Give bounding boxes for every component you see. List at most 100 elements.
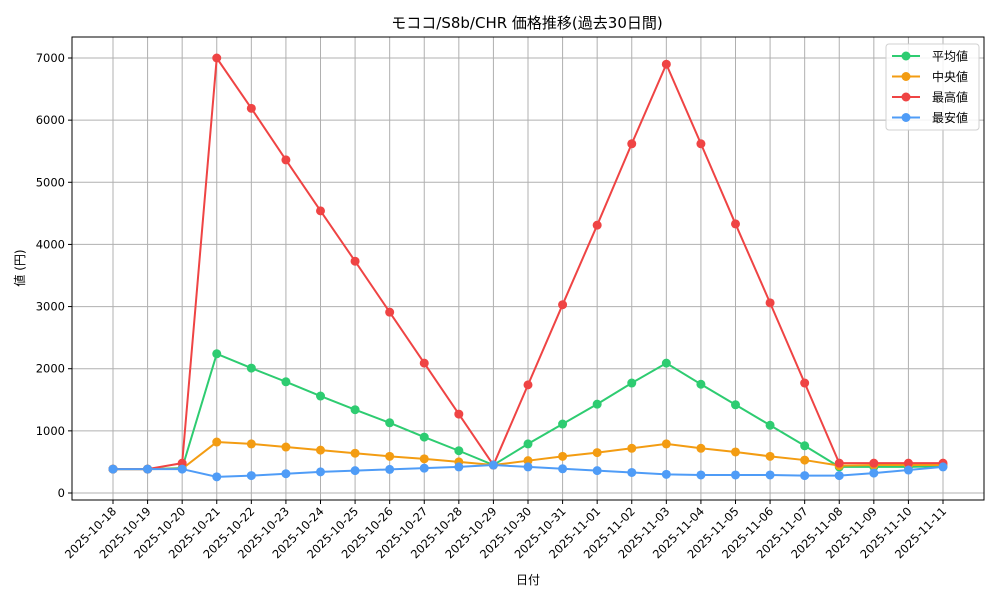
- data-point-marker: [108, 464, 118, 474]
- data-point-marker: [903, 458, 913, 468]
- data-point-marker: [558, 419, 568, 429]
- data-point-marker: [281, 377, 291, 387]
- data-point-marker: [246, 103, 256, 113]
- data-point-marker: [281, 442, 291, 452]
- y-tick-label: 5000: [36, 175, 65, 189]
- data-point-marker: [212, 349, 222, 359]
- data-point-marker: [661, 469, 671, 479]
- data-point-marker: [731, 400, 740, 410]
- legend-label: 最高値: [932, 90, 968, 105]
- data-point-marker: [488, 460, 498, 470]
- data-point-marker: [661, 59, 671, 69]
- data-point-marker: [592, 399, 602, 409]
- data-point-marker: [765, 298, 775, 308]
- data-point-marker: [212, 53, 222, 63]
- legend-label: 中央値: [932, 69, 968, 84]
- data-point-marker: [627, 467, 637, 477]
- data-point-marker: [800, 455, 810, 465]
- data-point-marker: [385, 464, 395, 474]
- data-point-marker: [800, 378, 810, 388]
- data-point-marker: [731, 470, 740, 480]
- data-point-marker: [696, 379, 706, 389]
- data-point-marker: [731, 447, 740, 457]
- data-point-marker: [627, 443, 637, 453]
- y-tick-label: 2000: [36, 362, 65, 376]
- data-point-marker: [627, 378, 637, 388]
- data-point-marker: [316, 445, 325, 455]
- data-point-marker: [765, 451, 775, 461]
- legend-item: 最安値: [892, 110, 968, 125]
- data-point-marker: [419, 358, 429, 368]
- y-axis: 0 1000 2000 3000 4000 5000 6000 7000: [36, 51, 72, 500]
- data-point-marker: [661, 439, 671, 449]
- data-point-marker: [558, 300, 568, 310]
- legend-marker-icon: [901, 92, 911, 102]
- data-point-marker: [419, 432, 429, 442]
- series-line: [108, 460, 948, 482]
- data-point-marker: [246, 471, 256, 481]
- y-tick-label: 0: [58, 486, 65, 500]
- grid-lines: [72, 37, 984, 500]
- data-point-marker: [212, 472, 222, 482]
- data-point-marker: [212, 437, 222, 447]
- data-point-marker: [419, 454, 429, 464]
- chart-title: モココ/S8b/CHR 価格推移(過去30日間): [391, 14, 662, 32]
- data-point-marker: [454, 462, 464, 472]
- legend-box: [885, 43, 980, 131]
- data-point-marker: [558, 451, 568, 461]
- data-point-marker: [592, 448, 602, 458]
- data-point-marker: [834, 471, 844, 481]
- data-point-marker: [869, 458, 879, 468]
- data-point-marker: [385, 418, 395, 428]
- data-point-marker: [419, 463, 429, 473]
- legend-marker-icon: [901, 72, 911, 81]
- data-point-marker: [316, 206, 325, 216]
- data-point-marker: [385, 451, 395, 461]
- data-point-marker: [316, 391, 325, 401]
- data-point-marker: [696, 470, 706, 480]
- data-point-marker: [523, 380, 533, 390]
- data-point-marker: [765, 420, 775, 430]
- data-point-marker: [800, 441, 810, 451]
- y-tick-label: 3000: [36, 300, 65, 314]
- data-point-marker: [246, 363, 256, 373]
- legend-label: 平均値: [932, 49, 968, 64]
- data-point-marker: [869, 468, 879, 478]
- data-point-marker: [765, 470, 775, 480]
- legend-marker-icon: [901, 51, 911, 61]
- data-point-marker: [661, 358, 671, 368]
- data-point-marker: [281, 469, 291, 479]
- data-point-marker: [938, 462, 948, 472]
- x-axis-label: 日付: [516, 573, 540, 587]
- data-point-marker: [558, 464, 568, 474]
- legend-item: 中央値: [892, 69, 968, 84]
- data-point-marker: [627, 139, 637, 149]
- data-point-marker: [696, 139, 706, 149]
- data-point-marker: [731, 219, 740, 229]
- data-point-marker: [592, 220, 602, 230]
- data-point-marker: [834, 458, 844, 468]
- data-point-marker: [385, 307, 395, 317]
- data-point-marker: [523, 439, 533, 449]
- series-layer: [108, 53, 948, 482]
- data-point-marker: [350, 405, 360, 415]
- y-tick-label: 1000: [36, 424, 65, 438]
- x-axis: 2025-10-182025-10-192025-10-202025-10-21…: [62, 500, 949, 561]
- data-point-marker: [592, 466, 602, 476]
- data-point-marker: [903, 465, 913, 475]
- legend-item: 最高値: [892, 90, 968, 105]
- y-tick-label: 7000: [36, 51, 65, 65]
- legend-marker-icon: [901, 113, 911, 122]
- data-point-marker: [316, 467, 325, 477]
- data-point-marker: [800, 471, 810, 481]
- data-point-marker: [454, 409, 464, 419]
- legend-item: 平均値: [892, 49, 968, 64]
- data-point-marker: [350, 256, 360, 266]
- y-tick-label: 4000: [36, 237, 65, 251]
- data-point-marker: [143, 464, 153, 474]
- data-point-marker: [246, 439, 256, 449]
- data-point-marker: [177, 464, 187, 474]
- data-point-marker: [696, 443, 706, 453]
